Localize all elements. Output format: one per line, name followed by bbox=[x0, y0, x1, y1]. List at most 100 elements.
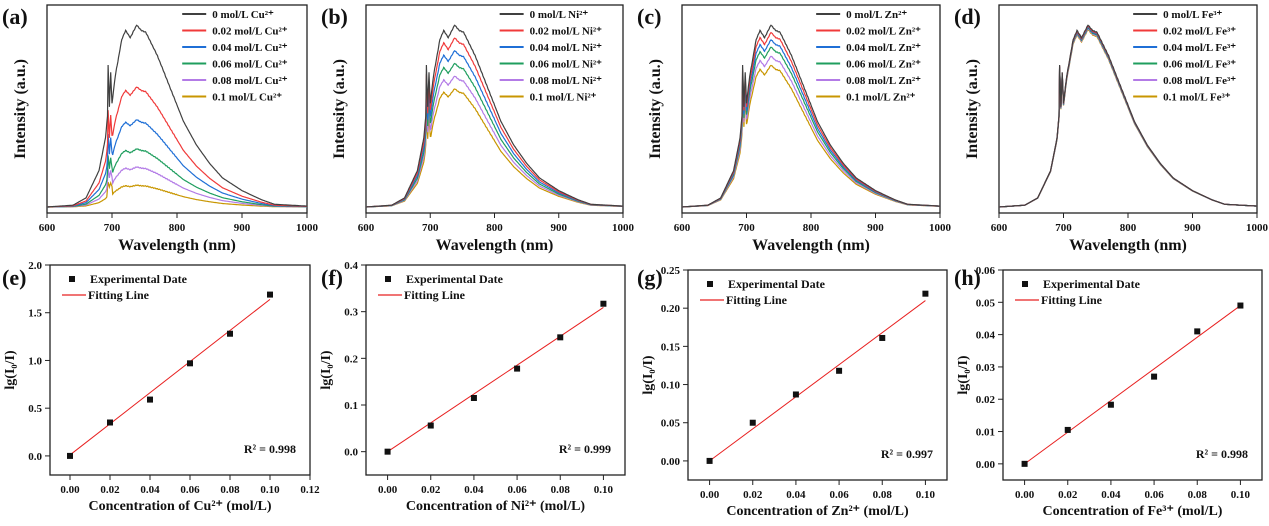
x-axis-label: Concentration of Fe³⁺ (mol/L) bbox=[1043, 504, 1223, 519]
spectrum-line bbox=[47, 119, 308, 208]
data-point bbox=[1151, 373, 1158, 380]
x-tick-label: 800 bbox=[486, 222, 503, 234]
data-point bbox=[600, 300, 607, 307]
y-tick-label: 0.15 bbox=[661, 341, 681, 353]
data-point bbox=[107, 419, 113, 426]
data-point bbox=[836, 367, 843, 374]
y-tick-label: 0.00 bbox=[661, 456, 681, 468]
x-axis-label: Concentration of Ni²⁺ (mol/L) bbox=[406, 499, 586, 514]
legend-label: Fitting Line bbox=[1041, 293, 1103, 307]
x-tick-label: 800 bbox=[803, 222, 820, 234]
x-tick-label: 0.08 bbox=[873, 489, 893, 501]
r-squared-annotation: R² = 0.999 bbox=[559, 442, 611, 456]
legend-label: 0.1 mol/L Cu²⁺ bbox=[212, 92, 282, 104]
y-tick-label: 0.05 bbox=[661, 418, 681, 430]
spectrum-line bbox=[366, 24, 623, 208]
legend-label: 0.04 mol/L Cu²⁺ bbox=[212, 42, 288, 54]
x-tick-label: 1000 bbox=[929, 222, 952, 234]
panel-label: (g) bbox=[637, 265, 663, 290]
y-tick-label: 0.04 bbox=[976, 330, 996, 342]
data-point bbox=[706, 457, 713, 464]
legend-label: 0.06 mol/L Fe³⁺ bbox=[1163, 59, 1236, 71]
spectrum-line bbox=[999, 24, 1257, 208]
x-axis-label: Wavelength (nm) bbox=[1069, 237, 1187, 254]
legend-label: 0 mol/L Fe³⁺ bbox=[1163, 9, 1222, 21]
legend-label: 0.04 mol/L Zn²⁺ bbox=[846, 42, 921, 54]
data-point bbox=[187, 360, 193, 367]
x-axis-label: Wavelength (nm) bbox=[436, 237, 554, 254]
x-tick-label: 0.00 bbox=[60, 484, 80, 496]
plot-frame bbox=[49, 264, 311, 476]
panel-label: (f) bbox=[321, 265, 343, 290]
legend-label: Experimental Date bbox=[406, 272, 504, 286]
x-tick-label: 0.06 bbox=[180, 484, 200, 496]
plot-frame bbox=[687, 269, 948, 481]
y-tick-label: 1.5 bbox=[28, 308, 42, 320]
panel-f: (f) 0.00 0.02 0.04 0.06 0.08 0.10 Concentration… bbox=[319, 260, 626, 514]
spectrum-line bbox=[999, 26, 1257, 208]
legend-label: Fitting Line bbox=[726, 293, 788, 307]
panel-d: (d) 600 700 800 900 1000 Wavelength (nm) Intens… bbox=[954, 4, 1269, 254]
legend-label: 0.08 mol/L Fe³⁺ bbox=[1163, 75, 1236, 87]
spectrum-line bbox=[999, 28, 1257, 208]
data-point bbox=[879, 334, 886, 341]
x-tick-label: 0.08 bbox=[220, 484, 240, 496]
panel-label: (b) bbox=[321, 4, 348, 29]
y-axis-label: lg(I₀/I) bbox=[319, 350, 334, 390]
panel-h: (h) 0.00 0.02 0.04 0.06 0.08 0.10 Concentration… bbox=[954, 265, 1263, 519]
legend-label: 0 mol/L Zn²⁺ bbox=[846, 9, 907, 21]
data-point bbox=[1237, 302, 1244, 309]
spectrum-line bbox=[999, 29, 1257, 208]
y-tick-label: 0.4 bbox=[344, 260, 358, 272]
data-point bbox=[267, 291, 273, 298]
fitting-line bbox=[69, 298, 271, 456]
data-point bbox=[470, 395, 477, 401]
panel-a: (a) 600 700 800 900 1000 Wavelength (nm) Intens… bbox=[2, 4, 319, 254]
y-tick-label: 0.0 bbox=[28, 451, 42, 463]
legend-marker bbox=[69, 276, 75, 282]
spectrum-line bbox=[47, 24, 307, 208]
x-tick-label: 0.08 bbox=[1188, 489, 1208, 501]
data-point bbox=[1194, 328, 1201, 335]
y-tick-label: 0.02 bbox=[976, 394, 996, 406]
panel-c: (c) 600 700 800 900 1000 Wavelength (nm) Intens… bbox=[637, 4, 952, 254]
legend-label: 0.06 mol/L Ni²⁺ bbox=[530, 59, 603, 71]
legend-label: 0.02 mol/L Fe³⁺ bbox=[1163, 26, 1236, 38]
y-tick-label: 0.03 bbox=[976, 362, 996, 374]
spectrum-line bbox=[682, 24, 940, 208]
data-point bbox=[1107, 401, 1114, 408]
data-point bbox=[384, 448, 391, 455]
x-tick-label: 0.00 bbox=[378, 484, 398, 496]
legend-label: 0.1 mol/L Fe³⁺ bbox=[1163, 92, 1231, 104]
fitting-line bbox=[709, 300, 926, 462]
y-tick-label: 0.25 bbox=[661, 265, 681, 277]
legend-label: 0.04 mol/L Ni²⁺ bbox=[530, 42, 603, 54]
x-tick-label: 0.08 bbox=[551, 484, 571, 496]
legend-label: 0.1 mol/L Zn²⁺ bbox=[846, 92, 916, 104]
x-tick-label: 900 bbox=[234, 222, 251, 234]
legend-label: 0.1 mol/L Ni²⁺ bbox=[530, 92, 597, 104]
data-point bbox=[227, 330, 233, 337]
y-axis-label: Intensity (a.u.) bbox=[647, 59, 664, 159]
panel-label: (a) bbox=[2, 4, 28, 29]
x-tick-label: 800 bbox=[169, 222, 186, 234]
x-tick-label: 700 bbox=[422, 222, 439, 234]
y-tick-label: 0.5 bbox=[28, 403, 42, 415]
x-tick-label: 0.06 bbox=[1144, 489, 1164, 501]
legend-marker bbox=[707, 281, 713, 287]
y-axis-label: Intensity (a.u.) bbox=[331, 59, 348, 159]
y-tick-label: 0.01 bbox=[976, 427, 995, 439]
legend-label: 0.04 mol/L Fe³⁺ bbox=[1163, 42, 1236, 54]
x-tick-label: 0.12 bbox=[300, 484, 320, 496]
x-tick-label: 600 bbox=[991, 222, 1008, 234]
x-tick-label: 800 bbox=[1120, 222, 1137, 234]
x-tick-label: 0.06 bbox=[507, 484, 527, 496]
legend-marker bbox=[385, 276, 391, 282]
x-tick-label: 900 bbox=[1184, 222, 1201, 234]
x-tick-label: 0.02 bbox=[743, 489, 763, 501]
x-tick-label: 0.04 bbox=[464, 484, 484, 496]
y-axis-label: lg(I₀/I) bbox=[3, 350, 18, 390]
data-point bbox=[514, 365, 521, 372]
legend-label: 0.02 mol/L Zn²⁺ bbox=[846, 26, 921, 38]
